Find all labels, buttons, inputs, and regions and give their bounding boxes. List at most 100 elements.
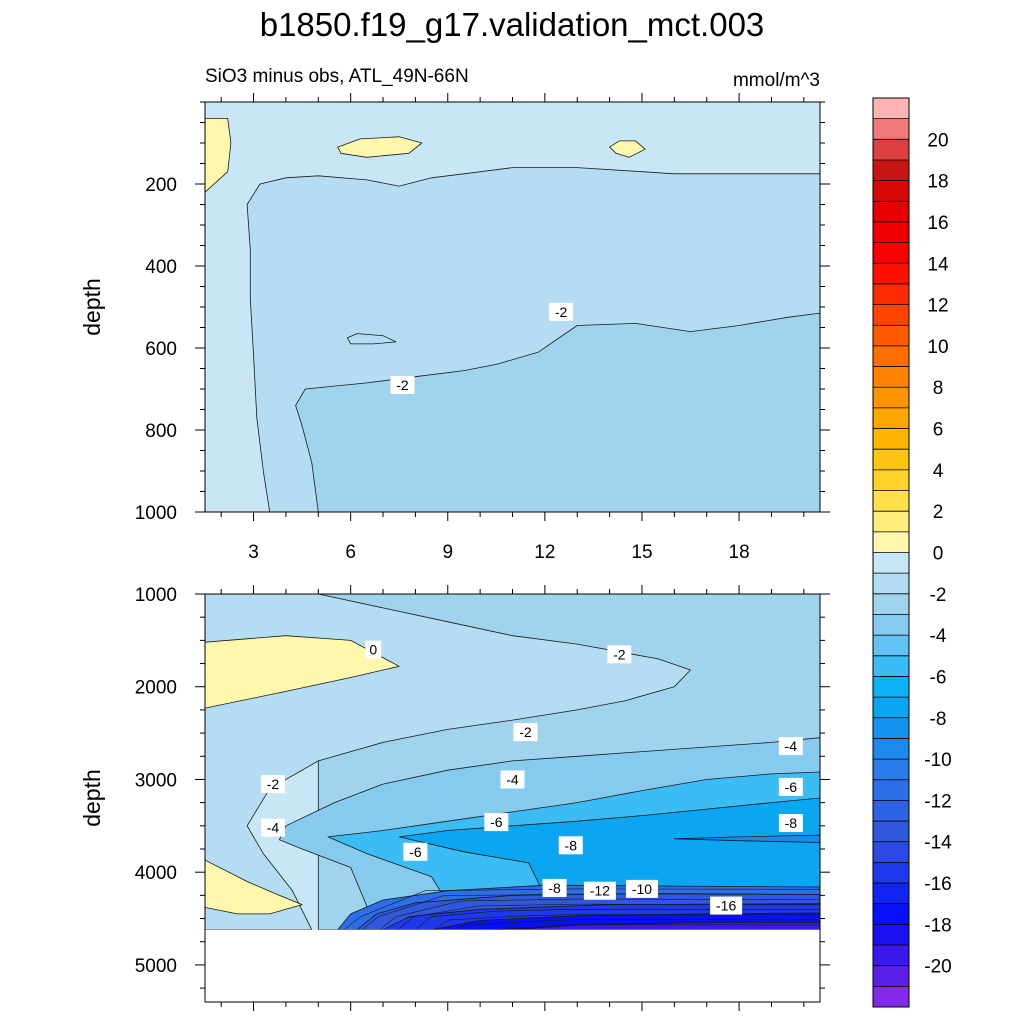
colorbar-bin (873, 655, 909, 677)
y-axis-label: depth (79, 278, 105, 336)
colorbar-bin (873, 221, 909, 243)
axis-ticks (195, 585, 830, 1011)
colorbar-bin (873, 180, 909, 202)
contour-label-text: -10 (632, 881, 652, 897)
colorbar-frame (872, 97, 910, 1008)
y-tick-label: 1000 (135, 585, 177, 606)
contour-label-bg (607, 645, 632, 664)
contour-label-bg (549, 302, 574, 321)
colorbar-bin (873, 407, 909, 429)
contour-label-bg (365, 640, 382, 659)
contour-line (415, 908, 820, 930)
contour-label: -12 (583, 881, 616, 900)
contour-band (346, 333, 397, 345)
colorbar-tick-label: -4 (930, 626, 947, 647)
colorbar-bin (873, 159, 909, 181)
contour-label-text: -2 (519, 724, 532, 740)
contour-label-bg (484, 813, 509, 832)
contour-line (450, 919, 820, 930)
colorbar-bin (873, 635, 909, 657)
contour-band (205, 635, 400, 709)
contour-label: -8 (542, 878, 567, 897)
contour-label-bg (710, 896, 743, 915)
y-tick-label: 4000 (135, 863, 177, 884)
contour-label: -2 (390, 375, 415, 394)
colorbar-bin (873, 779, 909, 801)
x-tick-label: 15 (631, 542, 652, 563)
contour-label-text: -4 (785, 738, 798, 754)
x-tick-label: 3 (248, 542, 259, 563)
contour-label-text: -2 (267, 776, 280, 792)
colorbar-bin (873, 965, 909, 987)
colorbar-tick-label: 16 (927, 213, 948, 234)
colorbar-bin (873, 201, 909, 223)
contour-label: -6 (778, 777, 803, 796)
contour-label-text: -6 (785, 779, 798, 795)
colorbar-tick-label: 12 (927, 296, 948, 317)
colorbar-bin (873, 325, 909, 347)
colorbar-bin (873, 98, 909, 119)
contour-line (344, 888, 820, 930)
contour-line (397, 903, 820, 930)
colorbar-tick-label: 0 (933, 544, 944, 565)
contour-label: -4 (778, 737, 803, 756)
contour-label: -8 (558, 836, 583, 855)
lower-panel: 0 -2 -2 -2 -4 -4 -4 -6 -6 -6 -8 -8 -8 -12 -10 -16 1000 20… (79, 585, 830, 1011)
colorbar-tick-label: -8 (930, 709, 947, 730)
contour-label-text: -4 (506, 771, 519, 787)
contour-label: -2 (549, 302, 574, 321)
contour-label-text: -12 (590, 883, 610, 899)
contour-label: -4 (500, 770, 525, 789)
contour-label-bg (558, 836, 583, 855)
contour-label-bg (583, 881, 616, 900)
contour-label-text: -2 (555, 304, 568, 320)
colorbar-bin (873, 449, 909, 471)
contour-label: -6 (484, 813, 509, 832)
colorbar-bin (873, 283, 909, 305)
missing-data-area (205, 929, 820, 1002)
colorbar-tick-label: -14 (924, 833, 952, 854)
colorbar-bin (873, 573, 909, 595)
colorbar-bin (873, 862, 909, 884)
colorbar-bin (873, 738, 909, 760)
contour-label-bg (513, 723, 538, 742)
colorbar-bin (873, 428, 909, 450)
colorbar-tick-label: -6 (930, 667, 947, 688)
contour-label: -2 (513, 723, 538, 742)
contour-label-bg (778, 814, 803, 833)
upper-panel: -2 -2 200 400 600 800 1000 3 6 9 12 15 18 depth (79, 93, 830, 563)
colorbar-tick-label: 6 (933, 420, 944, 441)
contour-label-bg (542, 878, 567, 897)
colorbar-bin (873, 118, 909, 140)
contour-line (379, 898, 820, 930)
colorbar-tick-label: 20 (927, 130, 948, 151)
colorbar-tick-label: 8 (933, 378, 944, 399)
y-tick-label: 200 (145, 175, 177, 196)
contour-band (205, 859, 303, 915)
contour-band (673, 834, 820, 931)
contour-field (205, 102, 820, 512)
units-label: mmol/m^3 (733, 70, 820, 91)
contour-label-text: -8 (785, 815, 798, 831)
y-tick-label: 400 (145, 257, 177, 278)
colorbar-bin (873, 717, 909, 739)
x-tick-label: 12 (534, 542, 555, 563)
colorbar-tick-label: 4 (933, 461, 944, 482)
contour-label-text: 0 (369, 642, 377, 658)
y-tick-label: 600 (145, 339, 177, 360)
x-tick-label: 6 (345, 542, 356, 563)
contour-label-text: -2 (613, 646, 626, 662)
y-tick-label: 2000 (135, 678, 177, 699)
contour-label: -2 (607, 645, 632, 664)
colorbar-bin (873, 986, 909, 1008)
colorbar-tick-label: -16 (924, 874, 951, 895)
colorbar-bin (873, 593, 909, 615)
colorbar-bin (873, 821, 909, 843)
contour-label-bg (500, 770, 525, 789)
contour-label-text: -16 (716, 898, 736, 914)
colorbar-tick-label: -2 (930, 585, 947, 606)
colorbar-tick-label: -20 (924, 957, 951, 978)
contour-label: -6 (403, 842, 428, 861)
colorbar-bin (873, 883, 909, 905)
